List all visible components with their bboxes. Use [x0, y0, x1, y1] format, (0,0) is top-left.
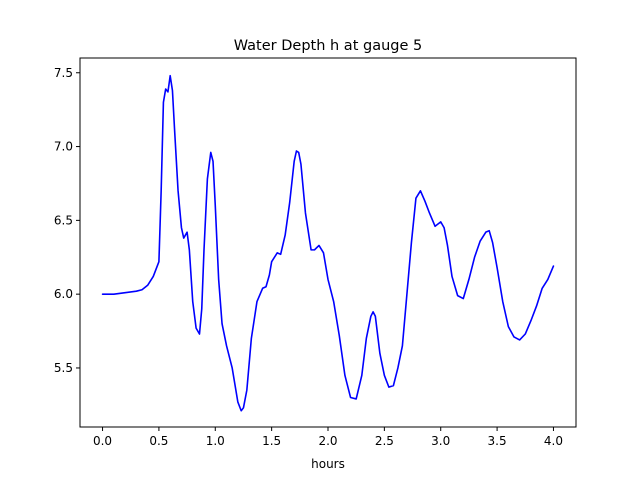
x-axis-label: hours	[311, 457, 345, 471]
x-tick-label-4: 2.0	[318, 434, 337, 448]
x-tick-label-7: 3.5	[488, 434, 507, 448]
x-tick-label-3: 1.5	[262, 434, 281, 448]
x-tick-label-6: 3.0	[431, 434, 450, 448]
x-tick-label-0: 0.0	[93, 434, 112, 448]
y-tick-label-0: 5.5	[54, 361, 73, 375]
series-line-0	[101, 74, 555, 412]
y-tick-label-3: 7.0	[54, 140, 73, 154]
x-tick-label-8: 4.0	[544, 434, 563, 448]
plot-area: 0.0 0.5 1.0 1.5 2.0 2.5 3.0 3.5 4.0 5.5 6.0 6.5 7.0 7…	[54, 57, 577, 448]
chart-title: Water Depth h at gauge 5	[234, 38, 422, 54]
x-tick-label-1: 0.5	[149, 434, 168, 448]
x-tick-label-5: 2.5	[375, 434, 394, 448]
y-tick-label-1: 6.0	[54, 287, 73, 301]
x-tick-label-2: 1.0	[206, 434, 225, 448]
y-tick-label-2: 6.5	[54, 213, 73, 227]
y-tick-label-4: 7.5	[54, 66, 73, 80]
